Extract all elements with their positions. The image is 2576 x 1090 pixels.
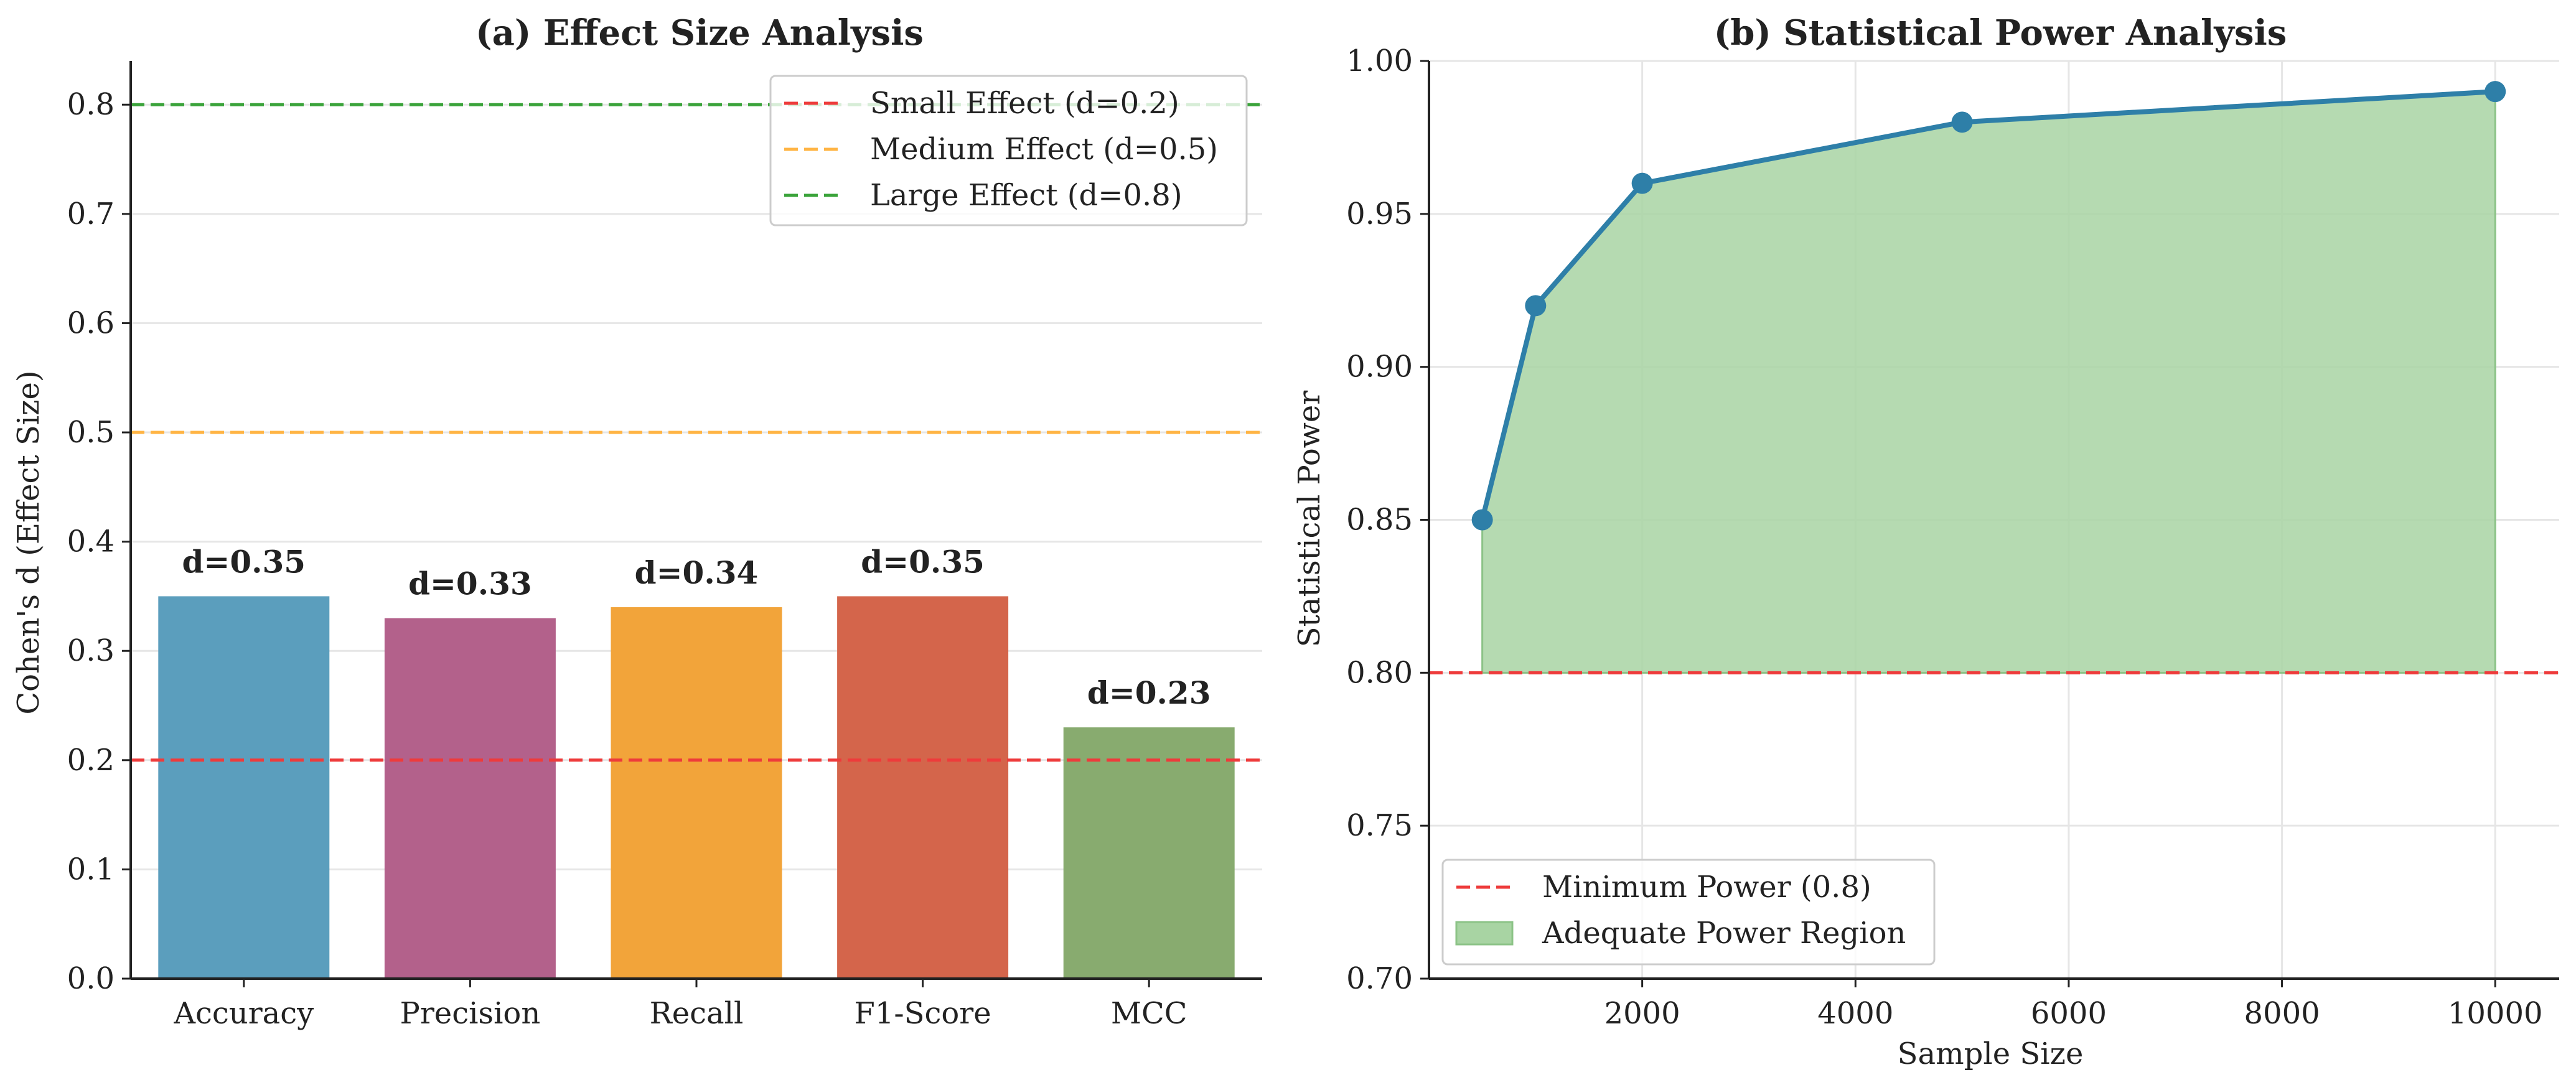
data-point [1525, 295, 1547, 317]
bar-value-label: d=0.35 [861, 543, 985, 580]
legend-box [1441, 859, 1936, 966]
bar-value-label: d=0.33 [408, 566, 532, 602]
panel-b-title: (b) Statistical Power Analysis [1714, 12, 2287, 54]
bar-value-label: d=0.34 [635, 554, 759, 591]
panel-b-y-ticks: 0.70 0.75 0.80 0.85 0.90 0.95 1.00 [1346, 44, 1429, 996]
x-tick-label: 6000 [2031, 996, 2107, 1031]
y-tick-label: 0.6 [67, 305, 115, 340]
x-tick-label: Recall [650, 996, 744, 1031]
y-tick-label: 0.95 [1346, 197, 1413, 231]
bar-value-label: d=0.23 [1087, 674, 1211, 711]
panel-b: 0.70 0.75 0.80 0.85 0.90 0.95 1.00 2000 4000 600… [1292, 12, 2559, 1071]
legend-label: Large Effect (d=0.8) [870, 178, 1183, 213]
legend-swatch [1455, 921, 1514, 946]
panel-a-bars [158, 596, 1235, 979]
y-tick-label: 0.0 [67, 961, 115, 996]
y-tick-label: 0.1 [67, 852, 115, 887]
bar-mcc [1063, 727, 1235, 979]
y-tick-label: 0.70 [1346, 961, 1413, 996]
legend-label: Medium Effect (d=0.5) [870, 132, 1218, 167]
x-tick-label: MCC [1111, 996, 1187, 1031]
panel-b-legend: Minimum Power (0.8) Adequate Power Region [1441, 859, 1936, 966]
panel-b-y-axis-label: Statistical Power [1292, 391, 1327, 648]
y-tick-label: 0.75 [1346, 808, 1413, 843]
legend-label: Small Effect (d=0.2) [870, 86, 1179, 121]
y-tick-label: 0.85 [1346, 503, 1413, 538]
x-tick-label: 10000 [2448, 996, 2543, 1031]
panel-a: d=0.35 d=0.33 d=0.34 d=0.35 d=0.23 0.0 0.1 0.2… [11, 12, 1262, 1031]
bar-recall [611, 607, 782, 979]
x-tick-label: Precision [400, 996, 541, 1031]
panel-a-y-axis-label: Cohen's d (Effect Size) [11, 370, 46, 714]
data-point [1471, 509, 1493, 531]
panel-b-x-axis-label: Sample Size [1898, 1036, 2084, 1071]
panel-a-x-ticks: Accuracy Precision Recall F1-Score MCC [173, 979, 1187, 1031]
y-tick-label: 0.5 [67, 415, 115, 450]
legend-box [769, 75, 1248, 226]
bar-precision [384, 618, 556, 979]
y-tick-label: 0.2 [67, 743, 115, 778]
panel-a-legend: Small Effect (d=0.2) Medium Effect (d=0.5… [769, 75, 1248, 226]
x-tick-label: F1-Score [855, 996, 991, 1031]
data-point [2485, 81, 2506, 103]
panel-a-bar-labels: d=0.35 d=0.33 d=0.34 d=0.35 d=0.23 [182, 543, 1211, 711]
legend-label: Adequate Power Region [1542, 916, 1906, 951]
panel-b-x-ticks: 2000 4000 6000 8000 10000 [1604, 979, 2543, 1031]
y-tick-label: 0.80 [1346, 655, 1413, 690]
panel-b-points [1471, 81, 2506, 531]
x-tick-label: Accuracy [173, 996, 314, 1031]
x-tick-label: 2000 [1604, 996, 1680, 1031]
x-tick-label: 4000 [1817, 996, 1893, 1031]
y-tick-label: 0.8 [67, 87, 115, 122]
y-tick-label: 0.4 [67, 524, 115, 559]
bar-f1-score [837, 596, 1009, 979]
y-tick-label: 0.3 [67, 633, 115, 668]
x-tick-label: 8000 [2244, 996, 2320, 1031]
data-point [1631, 172, 1653, 194]
y-tick-label: 0.7 [67, 197, 115, 231]
bar-accuracy [158, 596, 330, 979]
panel-a-y-ticks: 0.0 0.1 0.2 0.3 0.4 0.5 0.6 0.7 0.8 [67, 87, 131, 996]
panel-a-title: (a) Effect Size Analysis [475, 12, 924, 54]
y-tick-label: 0.90 [1346, 350, 1413, 384]
y-tick-label: 1.00 [1346, 44, 1413, 78]
bar-value-label: d=0.35 [182, 543, 306, 580]
data-point [1951, 111, 1973, 133]
legend-label: Minimum Power (0.8) [1542, 870, 1871, 905]
